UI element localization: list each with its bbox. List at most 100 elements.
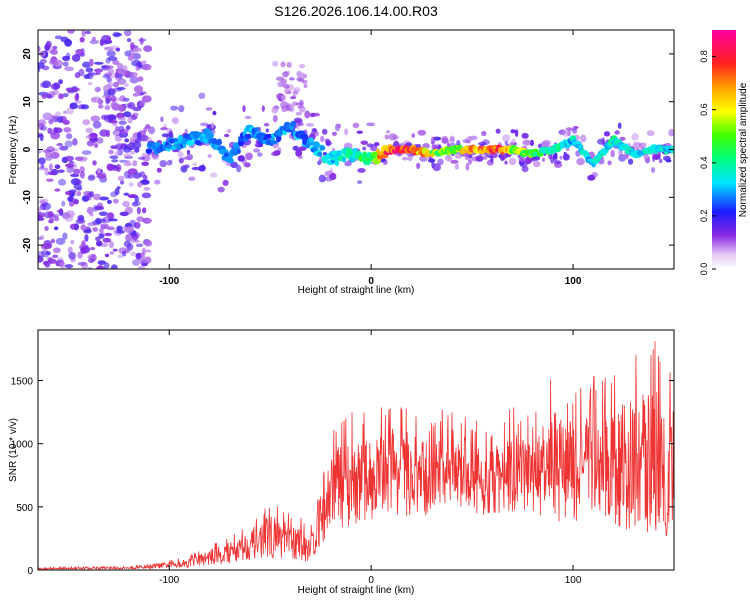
noise-blob [85, 134, 96, 140]
noise-blob [131, 201, 139, 207]
spectral-blob [417, 129, 427, 136]
noise-blob [102, 94, 112, 99]
spectral-blob [170, 105, 179, 111]
noise-blob [104, 253, 110, 258]
spectral-blob [205, 107, 213, 111]
spectral-blob [561, 130, 571, 137]
spectral-blob [432, 163, 441, 172]
snr-frame [37, 329, 675, 571]
spectral-blob [226, 128, 232, 133]
noise-blob [100, 242, 109, 248]
noise-blob [136, 206, 141, 215]
noise-blob [125, 125, 131, 130]
spectral-blob [186, 149, 191, 155]
ridge-mark [290, 120, 296, 128]
noise-blob [135, 66, 141, 71]
noise-blob [88, 58, 94, 67]
spectral-blob [271, 106, 279, 114]
noise-blob [108, 241, 114, 249]
noise-blob [64, 264, 74, 269]
ridge-mark [205, 132, 214, 140]
colorbar-tick-label: 0.2 [699, 210, 709, 223]
ridge-mark [309, 137, 314, 144]
spectral-blob [357, 168, 366, 173]
noise-blob [75, 49, 85, 54]
noise-blob [102, 237, 112, 243]
spectral-blob [529, 139, 535, 147]
noise-blob [58, 93, 64, 100]
spectral-blob [576, 157, 585, 166]
spectral-blob [222, 179, 229, 186]
noise-blob [113, 81, 119, 88]
noise-blob [139, 37, 144, 45]
noise-blob [96, 167, 102, 174]
noise-blob [95, 236, 101, 242]
noise-blob [106, 199, 112, 204]
noise-blob [106, 226, 115, 231]
spectral-blob [321, 128, 328, 135]
noise-blob [38, 212, 46, 218]
noise-blob [108, 149, 114, 155]
noise-blob [139, 179, 150, 185]
spectral-blob [430, 136, 436, 145]
noise-blob [142, 174, 148, 181]
noise-blob [110, 101, 118, 109]
noise-blob [57, 169, 65, 173]
noise-blob [54, 35, 63, 40]
spectral-blob [201, 164, 205, 171]
spectral-blob [182, 156, 192, 160]
noise-blob [115, 47, 121, 52]
spectral-blob [562, 153, 570, 161]
noise-blob [87, 254, 96, 260]
spectrogram-xlabel: Height of straight line (km) [298, 285, 415, 296]
noise-blob [53, 127, 59, 133]
noise-blob [114, 151, 120, 157]
spectral-blob [444, 154, 453, 162]
noise-blob [116, 225, 123, 232]
noise-blob [106, 50, 116, 57]
noise-blob [96, 137, 104, 144]
spectral-blob [553, 160, 562, 165]
noise-blob [124, 50, 131, 57]
noise-blob [132, 47, 142, 52]
noise-blob [127, 142, 135, 149]
noise-blob [42, 112, 53, 121]
spectral-blob [532, 157, 535, 163]
noise-blob [143, 187, 151, 191]
spectral-blob [356, 130, 363, 134]
snr-series-line [38, 341, 674, 570]
ridge-mark [342, 156, 347, 163]
noise-blob [124, 226, 134, 234]
ridge-mark [312, 141, 320, 149]
noise-blob [130, 72, 138, 78]
noise-blob [64, 38, 72, 47]
noise-blob [90, 115, 101, 122]
noise-blob [73, 199, 79, 205]
spectral-blob [207, 154, 212, 158]
noise-blob [116, 86, 126, 91]
spectral-blob [329, 168, 333, 175]
spectral-blob [299, 99, 304, 107]
y-tick-label: 1500 [11, 377, 34, 388]
spectral-blob [171, 117, 179, 124]
spectral-blob [211, 121, 215, 129]
spectral-blob [184, 164, 190, 169]
spectral-blob [617, 122, 622, 129]
noise-blob [83, 229, 92, 234]
ridge-mark [317, 151, 323, 157]
noise-blob [94, 205, 105, 211]
noise-blob [80, 224, 87, 231]
spectral-blob [619, 136, 626, 141]
y-tick-label: 0 [27, 566, 33, 577]
noise-blob [99, 218, 106, 223]
noise-blob [141, 60, 147, 65]
spectral-blob [651, 167, 656, 173]
noise-blob [133, 92, 141, 97]
noise-blob [99, 228, 104, 233]
spectral-blob [522, 139, 531, 146]
spectral-blob [565, 127, 573, 131]
spectral-blob [177, 150, 184, 158]
noise-blob [79, 52, 86, 57]
noise-blob [123, 162, 132, 167]
